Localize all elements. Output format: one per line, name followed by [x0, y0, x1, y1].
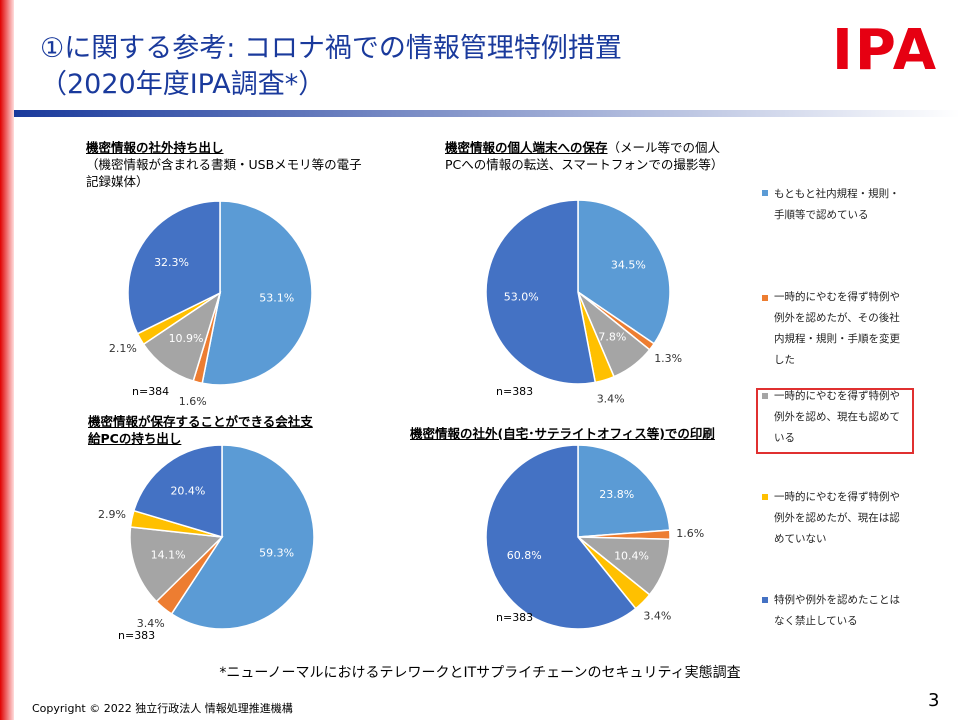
chart-heading: 機密情報が保存することができる会社支給PCの持ち出し — [88, 413, 313, 447]
sample-size: n=384 — [132, 385, 169, 398]
footnote: *ニューノーマルにおけるテレワークとITサプライチェーンのセキュリティ実態調査 — [219, 665, 741, 681]
pie-slice — [170, 444, 315, 630]
data-label: 1.6% — [676, 527, 704, 540]
legend-label: 特例や例外を認めたことはなく禁止している — [774, 594, 900, 627]
header-bar — [14, 110, 960, 117]
data-label: 7.8% — [598, 331, 626, 344]
data-label: 1.3% — [654, 352, 682, 365]
data-label: 23.8% — [599, 488, 634, 501]
pie-slice — [127, 200, 221, 335]
data-label: 10.4% — [614, 550, 649, 563]
chart-heading: 機密情報の社外(自宅･サテライトオフィス等)での印刷 — [410, 425, 770, 442]
chart-heading: 機密情報の社外持ち出し （機密情報が含まれる書類・USBメモリ等の電子記録媒体） — [86, 139, 366, 190]
legend-label: 一時的にやむを得ず特例や例外を認めたが、その後社内規程・規則・手順を変更した — [774, 291, 900, 366]
pie-slice — [485, 199, 597, 385]
side-stripe — [0, 0, 14, 720]
pie-slice — [577, 199, 671, 345]
data-label: 10.9% — [169, 332, 204, 345]
data-label: 2.9% — [98, 508, 126, 521]
legend-swatch — [762, 597, 768, 603]
sample-size: n=383 — [496, 611, 533, 624]
data-label: 32.3% — [154, 256, 189, 269]
chart-title: 機密情報の個人端末への保存 — [445, 140, 608, 155]
chart-heading: 機密情報の個人端末への保存（メール等での個人PCへの情報の転送、スマートフォンで… — [445, 139, 730, 173]
data-label: 3.4% — [597, 392, 625, 405]
pie-slice — [132, 444, 223, 539]
legend-swatch — [762, 494, 768, 500]
copyright: Copyright © 2022 独立行政法人 情報処理推進機構 — [32, 702, 293, 715]
data-label: 14.1% — [151, 549, 186, 562]
sample-size: n=383 — [118, 629, 155, 642]
slide-title: （2020年度IPA調査*） — [40, 69, 326, 100]
legend-label: もともと社内規程・規則・手順等で認めている — [774, 188, 900, 221]
chart-title: 機密情報が保存することができる会社支給PCの持ち出し — [88, 414, 313, 446]
data-label: 20.4% — [170, 484, 205, 497]
data-label: 1.6% — [179, 395, 207, 408]
sample-size: n=383 — [496, 385, 533, 398]
data-label: 3.4% — [137, 617, 165, 630]
data-label: 53.0% — [504, 290, 539, 303]
slide-title: ①に関する参考: コロナ禍での情報管理特例措置 — [40, 33, 622, 64]
pie-slice — [129, 526, 224, 603]
legend-swatch — [762, 295, 768, 301]
logo: IPA — [832, 18, 939, 83]
data-label: 3.4% — [643, 609, 671, 622]
pie-slice — [201, 200, 313, 386]
highlight-box — [756, 388, 914, 454]
data-label: 59.3% — [259, 546, 294, 559]
legend-label: 一時的にやむを得ず特例や例外を認めたが、現在は認めていない — [774, 491, 900, 545]
legend-swatch — [762, 190, 768, 196]
data-label: 60.8% — [507, 549, 542, 562]
chart-title: 機密情報の社外(自宅･サテライトオフィス等)での印刷 — [410, 426, 715, 441]
chart-title: 機密情報の社外持ち出し — [86, 140, 224, 155]
chart-subtitle: （機密情報が含まれる書類・USBメモリ等の電子記録媒体） — [86, 157, 362, 189]
chart-subtitle: （メール等での個人PCへの情報の転送、スマートフォンでの撮影等） — [445, 140, 724, 172]
data-label: 2.1% — [109, 342, 137, 355]
pie-slice — [577, 444, 671, 538]
pie-slice — [485, 444, 637, 630]
legend-swatch — [762, 393, 768, 399]
page-number: 3 — [928, 690, 940, 711]
data-label: 34.5% — [611, 258, 646, 271]
legend-label: 一時的にやむを得ず特例や例外を認め、現在も認めている — [774, 390, 900, 444]
data-label: 53.1% — [259, 292, 294, 305]
